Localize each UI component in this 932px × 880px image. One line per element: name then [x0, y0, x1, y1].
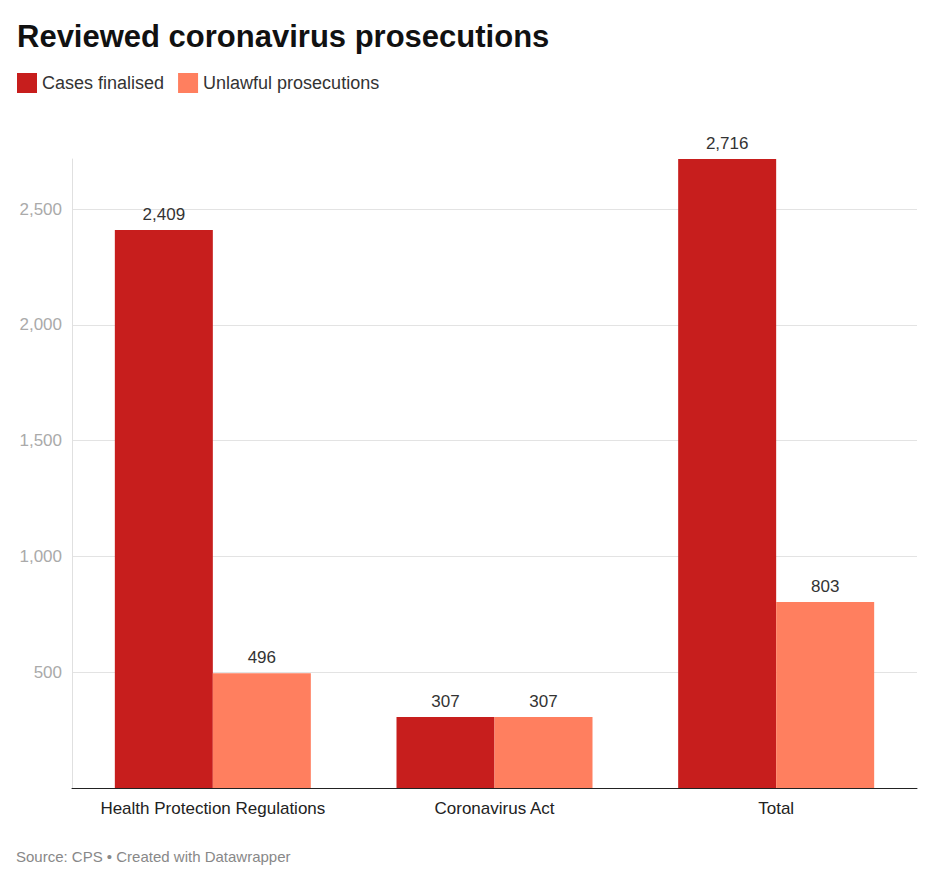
svg-text:1,000: 1,000 — [19, 547, 62, 566]
svg-text:500: 500 — [34, 663, 62, 682]
svg-text:803: 803 — [811, 577, 839, 596]
svg-text:496: 496 — [248, 648, 276, 667]
svg-text:Unlawful prosecutions: Unlawful prosecutions — [203, 73, 379, 93]
svg-text:Cases finalised: Cases finalised — [42, 73, 164, 93]
svg-text:Total: Total — [758, 799, 794, 818]
svg-text:Coronavirus Act: Coronavirus Act — [435, 799, 555, 818]
svg-text:2,500: 2,500 — [19, 200, 62, 219]
svg-text:Source: CPS • Created with Dat: Source: CPS • Created with Datawrapper — [16, 848, 291, 865]
svg-text:307: 307 — [529, 692, 557, 711]
svg-text:2,716: 2,716 — [706, 134, 749, 153]
svg-text:307: 307 — [431, 692, 459, 711]
svg-text:2,409: 2,409 — [143, 205, 186, 224]
svg-text:1,500: 1,500 — [19, 431, 62, 450]
svg-text:Reviewed coronavirus prosecuti: Reviewed coronavirus prosecutions — [17, 19, 549, 54]
svg-text:Health Protection Regulations: Health Protection Regulations — [100, 799, 325, 818]
svg-text:2,000: 2,000 — [19, 315, 62, 334]
